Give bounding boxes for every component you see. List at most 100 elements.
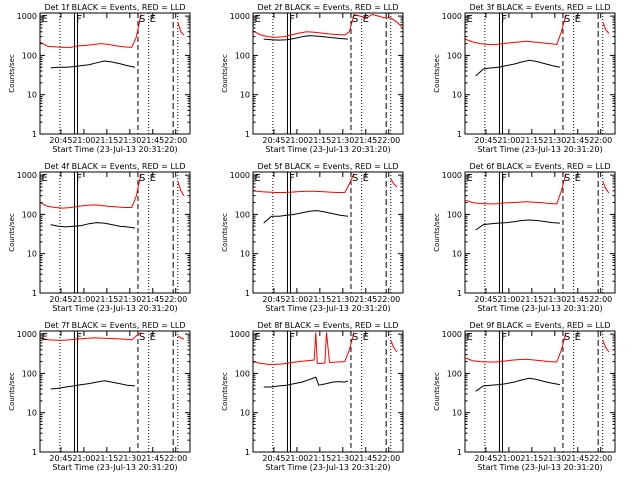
x-tick-label: 21:15 bbox=[520, 295, 543, 304]
y-tick-label: 1000 bbox=[17, 12, 37, 21]
x-tick-label: 21:15 bbox=[520, 454, 543, 463]
x-tick-label: 21:00 bbox=[497, 136, 520, 145]
event-marker-label: E bbox=[254, 173, 260, 184]
lld-series-line bbox=[177, 22, 185, 36]
events-series-line bbox=[475, 59, 561, 77]
x-tick-label: 22:00 bbox=[589, 295, 612, 304]
plot-frame bbox=[464, 330, 616, 453]
event-marker-label: F bbox=[501, 332, 507, 343]
lld-series-line bbox=[40, 14, 142, 48]
y-axis-label: Counts/sec bbox=[8, 54, 16, 93]
event-marker-label: E bbox=[254, 332, 260, 343]
y-axis-label: Counts/sec bbox=[8, 372, 16, 411]
x-axis-label: Start Time (23-Jul-13 20:31:20) bbox=[52, 145, 177, 154]
x-axis-label: Start Time (23-Jul-13 20:31:20) bbox=[477, 145, 602, 154]
lld-series-line bbox=[40, 173, 142, 209]
event-marker-label: S bbox=[139, 173, 145, 184]
series-group bbox=[465, 14, 610, 77]
event-marker-label: E bbox=[150, 173, 156, 184]
plot-frame bbox=[252, 330, 404, 453]
event-marker-label: F bbox=[501, 173, 507, 184]
lld-series-line bbox=[465, 14, 567, 46]
chart-title: Det 6f BLACK = Events, RED = LLD bbox=[469, 162, 610, 171]
lld-series-line bbox=[253, 173, 355, 193]
lld-series-line bbox=[465, 332, 567, 363]
lld-series-line bbox=[390, 340, 398, 353]
plot-frame bbox=[252, 12, 404, 135]
series-group bbox=[465, 173, 610, 231]
event-marker-label: F bbox=[76, 173, 82, 184]
y-axis-label: Counts/sec bbox=[433, 213, 441, 252]
events-series-line bbox=[263, 376, 349, 388]
x-tick-label: 21:00 bbox=[72, 295, 95, 304]
y-tick-label: 100 bbox=[22, 369, 37, 378]
x-tick-label: 21:45 bbox=[354, 454, 377, 463]
x-tick-label: 21:15 bbox=[308, 295, 331, 304]
x-tick-label: 21:15 bbox=[520, 136, 543, 145]
event-marker-label: E bbox=[41, 332, 47, 343]
x-axis-label: Start Time (23-Jul-13 20:31:20) bbox=[265, 145, 390, 154]
x-tick-label: 22:00 bbox=[164, 295, 187, 304]
series-group bbox=[40, 332, 185, 390]
y-tick-label: 1 bbox=[245, 448, 250, 457]
x-tick-label: 20:45 bbox=[49, 295, 72, 304]
lld-series-line bbox=[253, 13, 402, 38]
y-axis-label: Counts/sec bbox=[221, 372, 229, 411]
x-tick-label: 21:45 bbox=[141, 136, 164, 145]
series-group bbox=[40, 173, 185, 229]
y-tick-label: 100 bbox=[235, 51, 250, 60]
y-axis-label: Counts/sec bbox=[221, 213, 229, 252]
y-axis-label: Counts/sec bbox=[433, 372, 441, 411]
event-marker-label: E bbox=[575, 332, 581, 343]
plot-frame bbox=[39, 330, 191, 453]
x-tick-label: 22:00 bbox=[377, 454, 400, 463]
x-tick-label: 20:45 bbox=[474, 295, 497, 304]
chart-title: Det 8f BLACK = Events, RED = LLD bbox=[257, 321, 398, 330]
x-tick-label: 21:00 bbox=[72, 136, 95, 145]
x-tick-label: 21:15 bbox=[308, 136, 331, 145]
series-group bbox=[40, 14, 185, 69]
x-tick-label: 20:45 bbox=[262, 295, 285, 304]
event-marker-label: F bbox=[76, 14, 82, 25]
x-tick-label: 21:00 bbox=[285, 454, 308, 463]
x-tick-label: 21:30 bbox=[331, 295, 354, 304]
y-tick-label: 100 bbox=[22, 210, 37, 219]
y-tick-label: 10 bbox=[240, 91, 250, 100]
y-tick-label: 100 bbox=[447, 369, 462, 378]
lld-series-line bbox=[602, 181, 610, 194]
events-series-line bbox=[50, 380, 135, 390]
events-series-line bbox=[50, 60, 136, 69]
event-marker-label: E bbox=[466, 14, 472, 25]
y-tick-label: 1000 bbox=[230, 330, 250, 339]
x-tick-label: 20:45 bbox=[262, 136, 285, 145]
event-marker-label: F bbox=[289, 173, 295, 184]
x-tick-label: 21:00 bbox=[497, 295, 520, 304]
lld-series-line bbox=[253, 332, 355, 365]
y-tick-label: 10 bbox=[240, 409, 250, 418]
x-axis-label: Start Time (23-Jul-13 20:31:20) bbox=[477, 463, 602, 472]
x-axis-label: Start Time (23-Jul-13 20:31:20) bbox=[477, 304, 602, 313]
lld-series-line bbox=[177, 181, 185, 196]
event-marker-label: E bbox=[575, 173, 581, 184]
chart-title: Det 2f BLACK = Events, RED = LLD bbox=[257, 3, 398, 12]
chart-title: Det 5f BLACK = Events, RED = LLD bbox=[257, 162, 398, 171]
y-tick-label: 100 bbox=[447, 210, 462, 219]
x-tick-label: 20:45 bbox=[474, 454, 497, 463]
y-tick-label: 1 bbox=[457, 448, 462, 457]
event-marker-label: S bbox=[352, 14, 358, 25]
events-series-line bbox=[475, 377, 560, 392]
y-tick-label: 1 bbox=[32, 289, 37, 298]
lld-series-line bbox=[465, 173, 567, 205]
event-marker-label: S bbox=[352, 173, 358, 184]
y-tick-label: 1 bbox=[32, 130, 37, 139]
lld-series-line bbox=[602, 340, 610, 353]
y-tick-label: 10 bbox=[240, 250, 250, 259]
x-tick-label: 20:45 bbox=[49, 454, 72, 463]
lld-series-line bbox=[602, 22, 610, 34]
event-marker-label: S bbox=[564, 173, 570, 184]
